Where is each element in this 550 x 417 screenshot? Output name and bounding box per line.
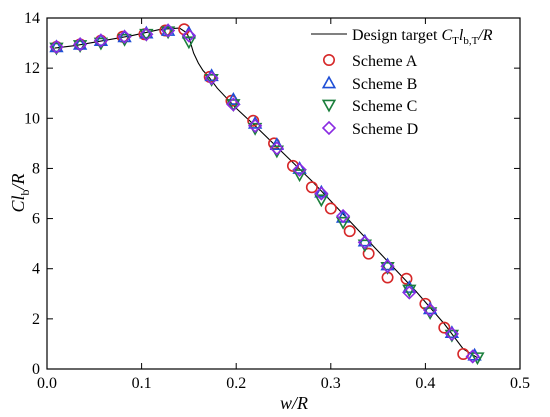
y-tick-label: 10 <box>24 110 40 127</box>
x-axis-title: w/R <box>280 393 308 413</box>
legend-marker-scheme-c <box>321 99 337 113</box>
data-point <box>139 27 154 42</box>
data-point <box>204 74 219 87</box>
axis-ticks <box>46 17 521 370</box>
data-point <box>139 25 154 39</box>
y-tick-label: 14 <box>24 10 40 27</box>
data-point <box>343 225 356 238</box>
data-point <box>335 208 351 224</box>
legend-marker-scheme-d <box>321 120 337 136</box>
legend-markers <box>321 53 337 136</box>
data-point <box>444 326 460 342</box>
data-point <box>292 160 307 174</box>
data-point <box>422 302 438 318</box>
y-axis-title-main: Cl <box>8 195 28 212</box>
legend-line-l-sub: b,T <box>463 35 478 47</box>
data-point <box>292 169 307 183</box>
y-axis-title-sub: b <box>18 189 32 195</box>
x-tick-label: 0.0 <box>37 375 57 392</box>
data-point <box>226 97 241 112</box>
data-point <box>247 118 263 133</box>
data-point <box>181 36 197 50</box>
data-point <box>226 92 241 105</box>
data-point <box>444 325 460 339</box>
data-point <box>160 23 176 38</box>
data-point <box>49 39 64 53</box>
data-point <box>362 247 375 260</box>
legend-line-label: Design target CTlb,T/R <box>352 27 493 47</box>
y-axis-title-suffix: /R <box>8 173 28 190</box>
data-point <box>314 186 329 201</box>
data-point <box>380 262 395 275</box>
data-point <box>400 272 413 285</box>
x-tick-label: 0.3 <box>321 375 341 392</box>
axis-tick-labels: 0.0 0.1 0.2 0.3 0.4 0.5 0 2 4 6 8 10 12 14 <box>24 10 530 392</box>
data-point <box>465 349 480 364</box>
data-point <box>314 184 329 198</box>
y-tick-label: 0 <box>32 361 40 378</box>
data-point <box>93 33 109 48</box>
data-point <box>269 141 285 156</box>
data-point <box>93 33 109 46</box>
data-point <box>380 259 395 274</box>
legend-marker-scheme-b <box>321 75 337 89</box>
data-point <box>139 28 154 42</box>
plot-area <box>46 17 521 370</box>
data-point <box>49 42 64 56</box>
data-point <box>292 162 307 177</box>
y-tick-label: 4 <box>32 261 40 278</box>
data-point <box>160 26 176 40</box>
legend-label-scheme-a: Scheme A <box>352 53 418 70</box>
data-point <box>204 71 219 86</box>
data-point <box>117 29 132 44</box>
data-point <box>247 114 260 127</box>
data-point <box>470 352 485 366</box>
legend-line-suffix: /R <box>477 27 492 44</box>
y-tick-label: 2 <box>32 311 40 328</box>
data-point <box>357 235 372 250</box>
data-point <box>181 28 197 43</box>
data-point <box>324 202 337 215</box>
legend-label-scheme-b: Scheme B <box>352 76 417 93</box>
x-tick-label: 0.2 <box>226 375 246 392</box>
legend: Design target CTlb,T/R Scheme A Scheme B… <box>311 27 493 138</box>
x-tick-label: 0.1 <box>132 375 152 392</box>
legend-line-c-sub: T <box>452 35 459 47</box>
legend-marker-scheme-a <box>322 53 335 66</box>
legend-line-l: l <box>459 27 464 44</box>
data-point <box>72 40 88 54</box>
data-point <box>402 285 417 300</box>
data-point <box>160 23 176 36</box>
data-point <box>72 36 88 50</box>
series-layer <box>49 23 485 366</box>
data-point <box>402 280 417 293</box>
x-tick-label: 0.4 <box>415 375 435 392</box>
series-scheme-d <box>49 23 480 364</box>
data-point <box>305 181 318 194</box>
legend-label-scheme-c: Scheme C <box>352 98 417 115</box>
x-tick-label: 0.5 <box>510 375 530 392</box>
legend-line-c: C <box>441 27 452 44</box>
data-point <box>72 37 88 52</box>
data-point <box>335 216 351 230</box>
y-tick-label: 8 <box>32 160 40 177</box>
y-tick-label: 12 <box>24 60 40 77</box>
data-point <box>226 99 241 112</box>
data-point <box>438 321 451 334</box>
legend-label-scheme-d: Scheme D <box>352 121 418 138</box>
y-tick-label: 6 <box>32 211 40 228</box>
data-point <box>269 137 285 151</box>
legend-line-prefix: Design target <box>352 27 441 44</box>
data-point <box>314 194 329 208</box>
data-point <box>117 29 132 43</box>
y-axis-title: Clb/R <box>8 173 32 212</box>
data-point <box>49 39 64 54</box>
data-point <box>380 257 395 271</box>
data-point <box>444 329 460 343</box>
